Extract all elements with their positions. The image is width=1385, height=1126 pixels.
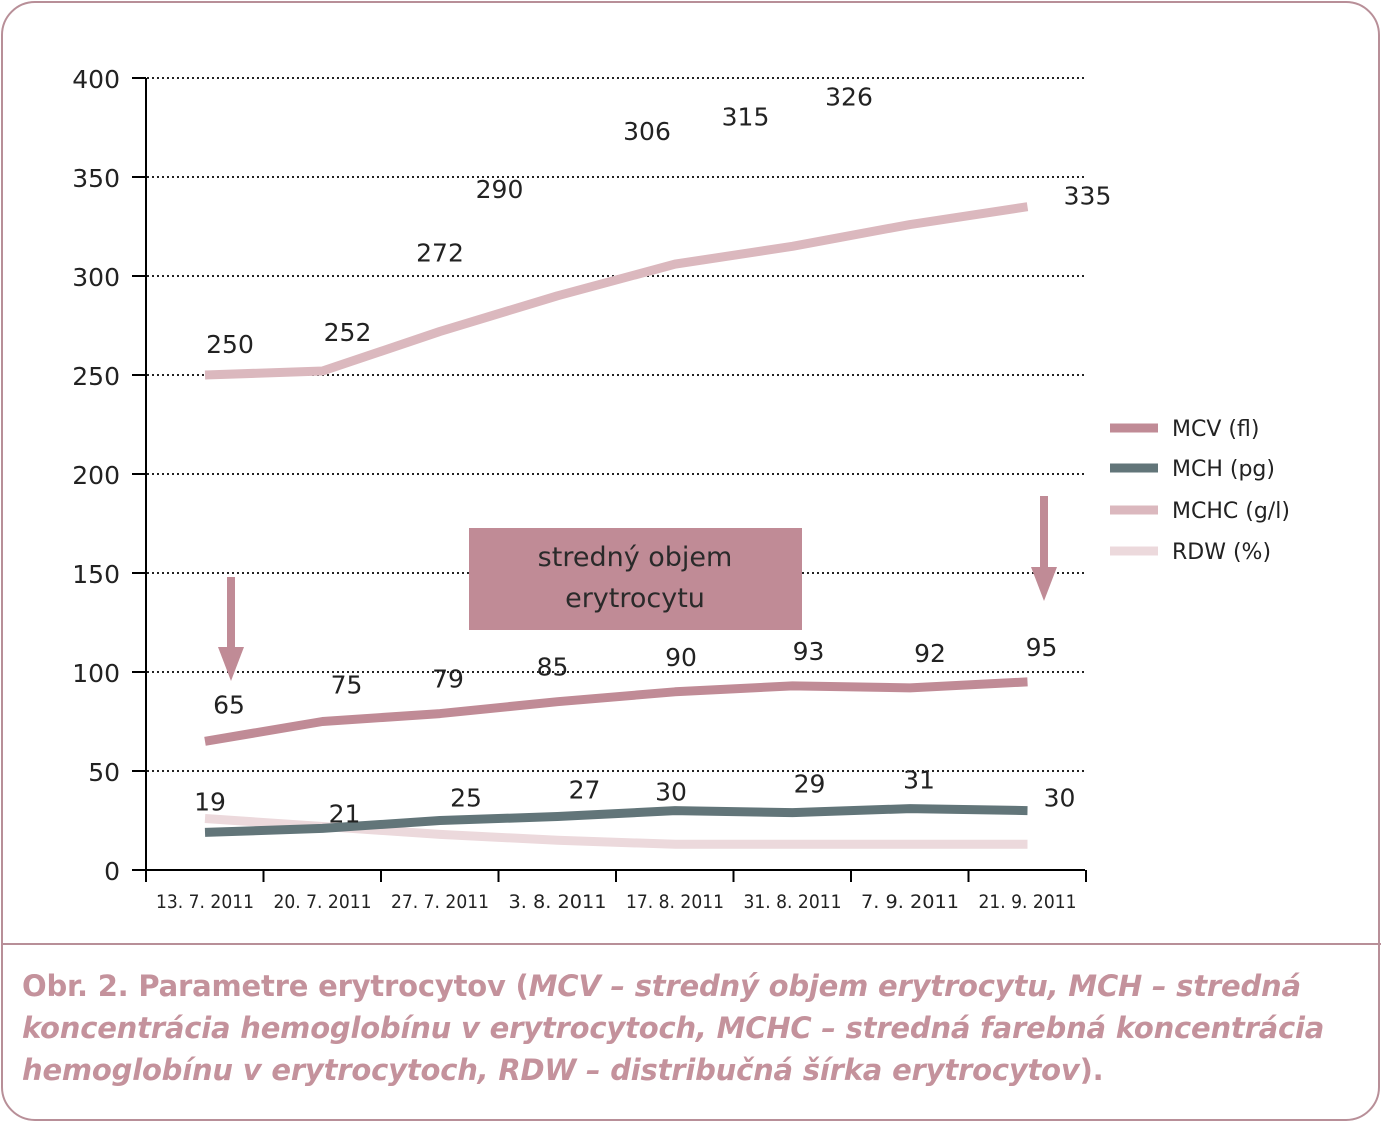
y-tick-label: 250	[72, 362, 120, 391]
x-tick-label: 17. 8. 2011	[626, 891, 724, 913]
data-label: 326	[825, 83, 873, 112]
x-tick-label: 13. 7. 2011	[156, 891, 254, 913]
y-tick-label: 150	[72, 560, 120, 589]
legend-label: MCHC (g/l)	[1172, 499, 1290, 524]
data-label: 79	[432, 665, 464, 694]
y-tick-label: 50	[88, 758, 120, 787]
data-label: 85	[537, 653, 569, 682]
data-label: 30	[655, 778, 687, 807]
data-label: 290	[476, 175, 524, 204]
annotation-line-1: stredný objem	[538, 542, 733, 573]
legend-label: RDW (%)	[1172, 540, 1271, 565]
data-label: 30	[1044, 784, 1076, 813]
data-label: 252	[324, 318, 372, 347]
x-tick-label: 27. 7. 2011	[391, 891, 489, 913]
y-tick-label: 350	[72, 164, 120, 193]
y-tick-label: 200	[72, 461, 120, 490]
arrow-down-right-head	[1031, 567, 1057, 601]
series-line-mch	[204, 804, 1028, 837]
annotation-line-2: erytrocytu	[565, 583, 705, 614]
y-tick-label: 300	[72, 263, 120, 292]
x-tick-label: 7. 9. 2011	[861, 891, 959, 913]
annotation-box	[469, 528, 802, 630]
x-tick-label: 31. 8. 2011	[744, 891, 842, 913]
y-tick-label: 100	[72, 659, 120, 688]
data-label: 315	[722, 102, 770, 131]
data-label: 250	[206, 330, 254, 359]
caption-divider	[2, 943, 1381, 945]
caption-prefix: Obr. 2. Parametre erytrocytov (	[22, 969, 529, 1003]
series-line-mchc	[204, 202, 1029, 380]
data-label: 19	[194, 787, 226, 816]
data-label: 25	[450, 784, 482, 813]
data-label: 272	[416, 238, 464, 267]
data-label: 93	[793, 637, 825, 666]
data-label: 21	[329, 799, 361, 828]
data-label: 31	[903, 766, 935, 795]
caption-italic: MCV – stredný objem erytrocytu, MCH – st…	[22, 969, 1325, 1087]
x-tick-label: 21. 9. 2011	[979, 891, 1077, 913]
data-label: 92	[914, 639, 946, 668]
data-label: 29	[794, 770, 826, 799]
x-tick-label: 3. 8. 2011	[509, 891, 607, 913]
data-label: 335	[1064, 182, 1112, 211]
data-label: 306	[623, 117, 671, 146]
series-line-mcv	[204, 677, 1028, 746]
figure-caption: Obr. 2. Parametre erytrocytov (MCV – str…	[22, 965, 1362, 1091]
arrow-down-left-head	[218, 647, 244, 681]
legend-label: MCH (pg)	[1172, 457, 1275, 482]
data-label: 65	[213, 690, 245, 719]
x-tick-label: 20. 7. 2011	[274, 891, 372, 913]
y-tick-label: 0	[104, 857, 120, 886]
y-tick-label: 400	[72, 65, 120, 94]
data-label: 27	[569, 776, 601, 805]
data-label: 75	[331, 671, 363, 700]
caption-suffix: ).	[1079, 1053, 1104, 1087]
data-label: 95	[1026, 633, 1058, 662]
data-label: 90	[665, 643, 697, 672]
line-chart: 0 50 100 150 200 250 300 350 400 13. 7. 2011 20. 7…	[72, 65, 1290, 913]
legend-label: MCV (fl)	[1172, 417, 1259, 442]
